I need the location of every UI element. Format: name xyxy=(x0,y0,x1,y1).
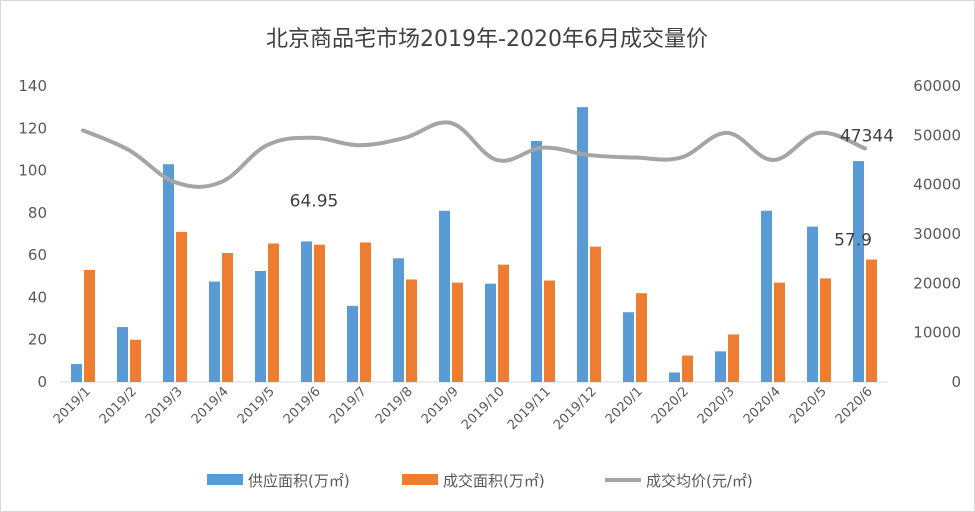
legend-swatch xyxy=(207,474,243,485)
x-tick-label: 2019/10 xyxy=(459,384,508,433)
legend-label: 成交均价(元/㎡) xyxy=(646,472,753,490)
data-label: 64.95 xyxy=(290,192,339,212)
x-tick-label: 2019/1 xyxy=(51,384,94,427)
supply-bar xyxy=(531,140,542,382)
right-tick-label: 50000 xyxy=(913,126,961,144)
supply-bar xyxy=(577,107,588,383)
right-tick-label: 40000 xyxy=(913,176,961,194)
left-tick-label: 40 xyxy=(28,288,47,306)
bars xyxy=(71,107,877,383)
average-price-line xyxy=(81,120,867,189)
left-tick-label: 60 xyxy=(28,246,47,264)
left-tick-label: 100 xyxy=(18,162,47,180)
supply-bar xyxy=(255,271,266,382)
right-axis: 0 10000 20000 30000 40000 50000 60000 xyxy=(913,77,961,391)
transaction-bar xyxy=(820,278,831,382)
transaction-bar xyxy=(406,279,417,382)
x-tick-label: 2020/2 xyxy=(649,384,692,427)
supply-bar xyxy=(623,312,634,382)
left-axis: 0 20 40 60 80 100 120 140 xyxy=(18,77,47,391)
left-tick-label: 0 xyxy=(37,373,47,391)
supply-bar xyxy=(485,283,496,382)
data-label: 57.9 xyxy=(834,231,872,251)
x-tick-label: 2020/6 xyxy=(833,384,876,427)
supply-bar xyxy=(439,210,450,382)
x-tick-label: 2019/8 xyxy=(373,384,416,427)
x-tick-label: 2020/5 xyxy=(787,384,830,427)
right-tick-label: 10000 xyxy=(913,324,961,342)
supply-bar xyxy=(853,161,864,382)
supply-bar xyxy=(761,210,772,382)
transaction-bar xyxy=(222,253,233,382)
x-tick-label: 2019/5 xyxy=(235,384,278,427)
x-tick-label: 2019/2 xyxy=(97,384,140,427)
transaction-bar xyxy=(866,259,877,382)
x-tick-label: 2020/3 xyxy=(695,384,738,427)
supply-bar xyxy=(163,164,174,382)
transaction-bar xyxy=(636,293,647,382)
left-tick-label: 20 xyxy=(28,331,47,349)
legend-swatch xyxy=(402,474,438,485)
chart-title: 北京商品宅市场2019年-2020年6月成交量价 xyxy=(266,27,708,52)
right-tick-label: 30000 xyxy=(913,225,961,243)
left-tick-label: 80 xyxy=(28,204,47,222)
supply-bar xyxy=(209,281,220,382)
supply-bar xyxy=(301,241,312,382)
transaction-bar xyxy=(590,246,601,382)
transaction-bar xyxy=(314,244,325,382)
x-tick-label: 2019/3 xyxy=(143,384,186,427)
x-tick-label: 2019/7 xyxy=(327,384,370,427)
right-tick-label: 60000 xyxy=(913,77,961,95)
transaction-bar xyxy=(544,280,555,382)
supply-bar xyxy=(669,372,680,382)
left-tick-label: 140 xyxy=(18,77,47,95)
legend-label: 供应面积(万㎡) xyxy=(248,472,350,490)
left-tick-label: 120 xyxy=(18,119,47,137)
right-tick-label: 0 xyxy=(951,373,961,391)
supply-bar xyxy=(117,327,128,382)
supply-bar xyxy=(715,351,726,382)
x-axis: 2019/1 2019/2 2019/3 2019/4 2019/5 2019/6 2019… xyxy=(51,384,876,433)
line-series xyxy=(81,120,867,189)
supply-bar xyxy=(347,305,358,382)
data-label: 47344 xyxy=(840,126,894,146)
transaction-bar xyxy=(774,282,785,382)
x-tick-label: 2019/6 xyxy=(281,384,324,427)
legend-label: 成交面积(万㎡) xyxy=(443,472,545,490)
transaction-bar xyxy=(176,231,187,382)
x-tick-label: 2020/1 xyxy=(603,384,646,427)
transaction-bar xyxy=(452,282,463,382)
x-tick-label: 2019/12 xyxy=(551,384,600,433)
x-tick-label: 2020/4 xyxy=(741,384,784,427)
transaction-bar xyxy=(84,269,95,382)
right-tick-label: 20000 xyxy=(913,274,961,292)
data-labels: 64.95 57.9 47344 xyxy=(290,126,894,250)
transaction-bar xyxy=(498,264,509,382)
transaction-bar xyxy=(268,243,279,382)
supply-bar xyxy=(807,226,818,382)
transaction-bar xyxy=(130,339,141,382)
supply-bar xyxy=(71,364,82,382)
transaction-bar xyxy=(728,334,739,382)
x-tick-label: 2019/9 xyxy=(419,384,462,427)
supply-bar xyxy=(393,258,404,382)
x-tick-label: 2019/4 xyxy=(189,384,232,427)
transaction-bar xyxy=(682,355,693,382)
legend: 供应面积(万㎡) 成交面积(万㎡) 成交均价(元/㎡) xyxy=(207,472,753,490)
x-tick-label: 2019/11 xyxy=(505,384,554,433)
transaction-bar xyxy=(360,242,371,382)
